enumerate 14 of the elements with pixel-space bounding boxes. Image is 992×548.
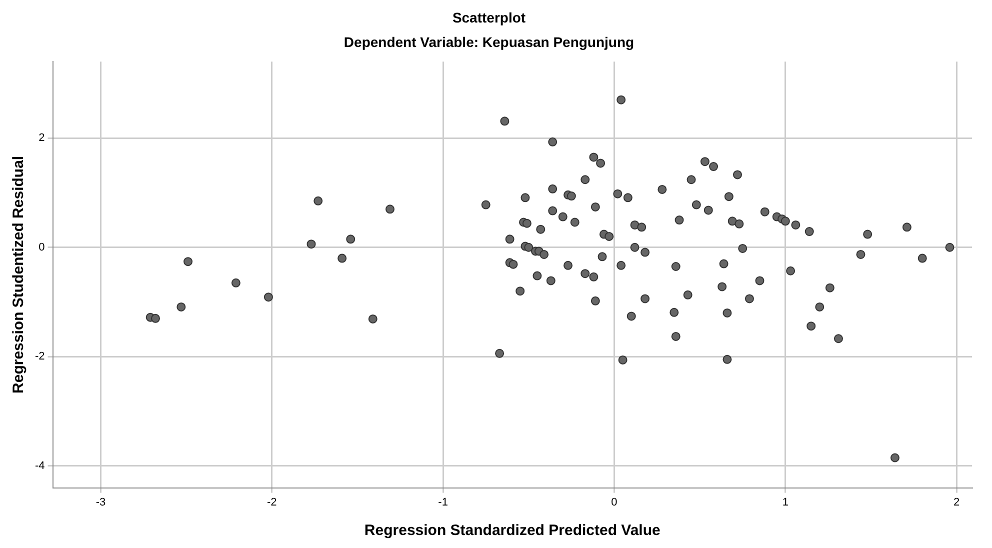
y-tick-label: -4 [35, 460, 45, 472]
y-tick-label: 2 [38, 132, 45, 144]
y-axis-title: Regression Studentized Residual [10, 156, 28, 394]
x-tick-label: 1 [782, 496, 788, 508]
y-tick-label: 0 [38, 241, 45, 254]
x-tick-label: -2 [266, 496, 277, 508]
x-tick-label: 0 [611, 496, 618, 508]
x-tick-label: -1 [438, 496, 448, 508]
chart-subtitle: Dependent Variable: Kepuasan Pengunjung [344, 34, 634, 50]
x-tick-label: 2 [954, 496, 960, 508]
chart-title: Scatterplot [452, 9, 526, 26]
x-axis-title: Regression Standardized Predicted Value [364, 522, 660, 540]
x-tick-label: -3 [96, 496, 106, 508]
y-tick-label: -2 [35, 350, 45, 363]
